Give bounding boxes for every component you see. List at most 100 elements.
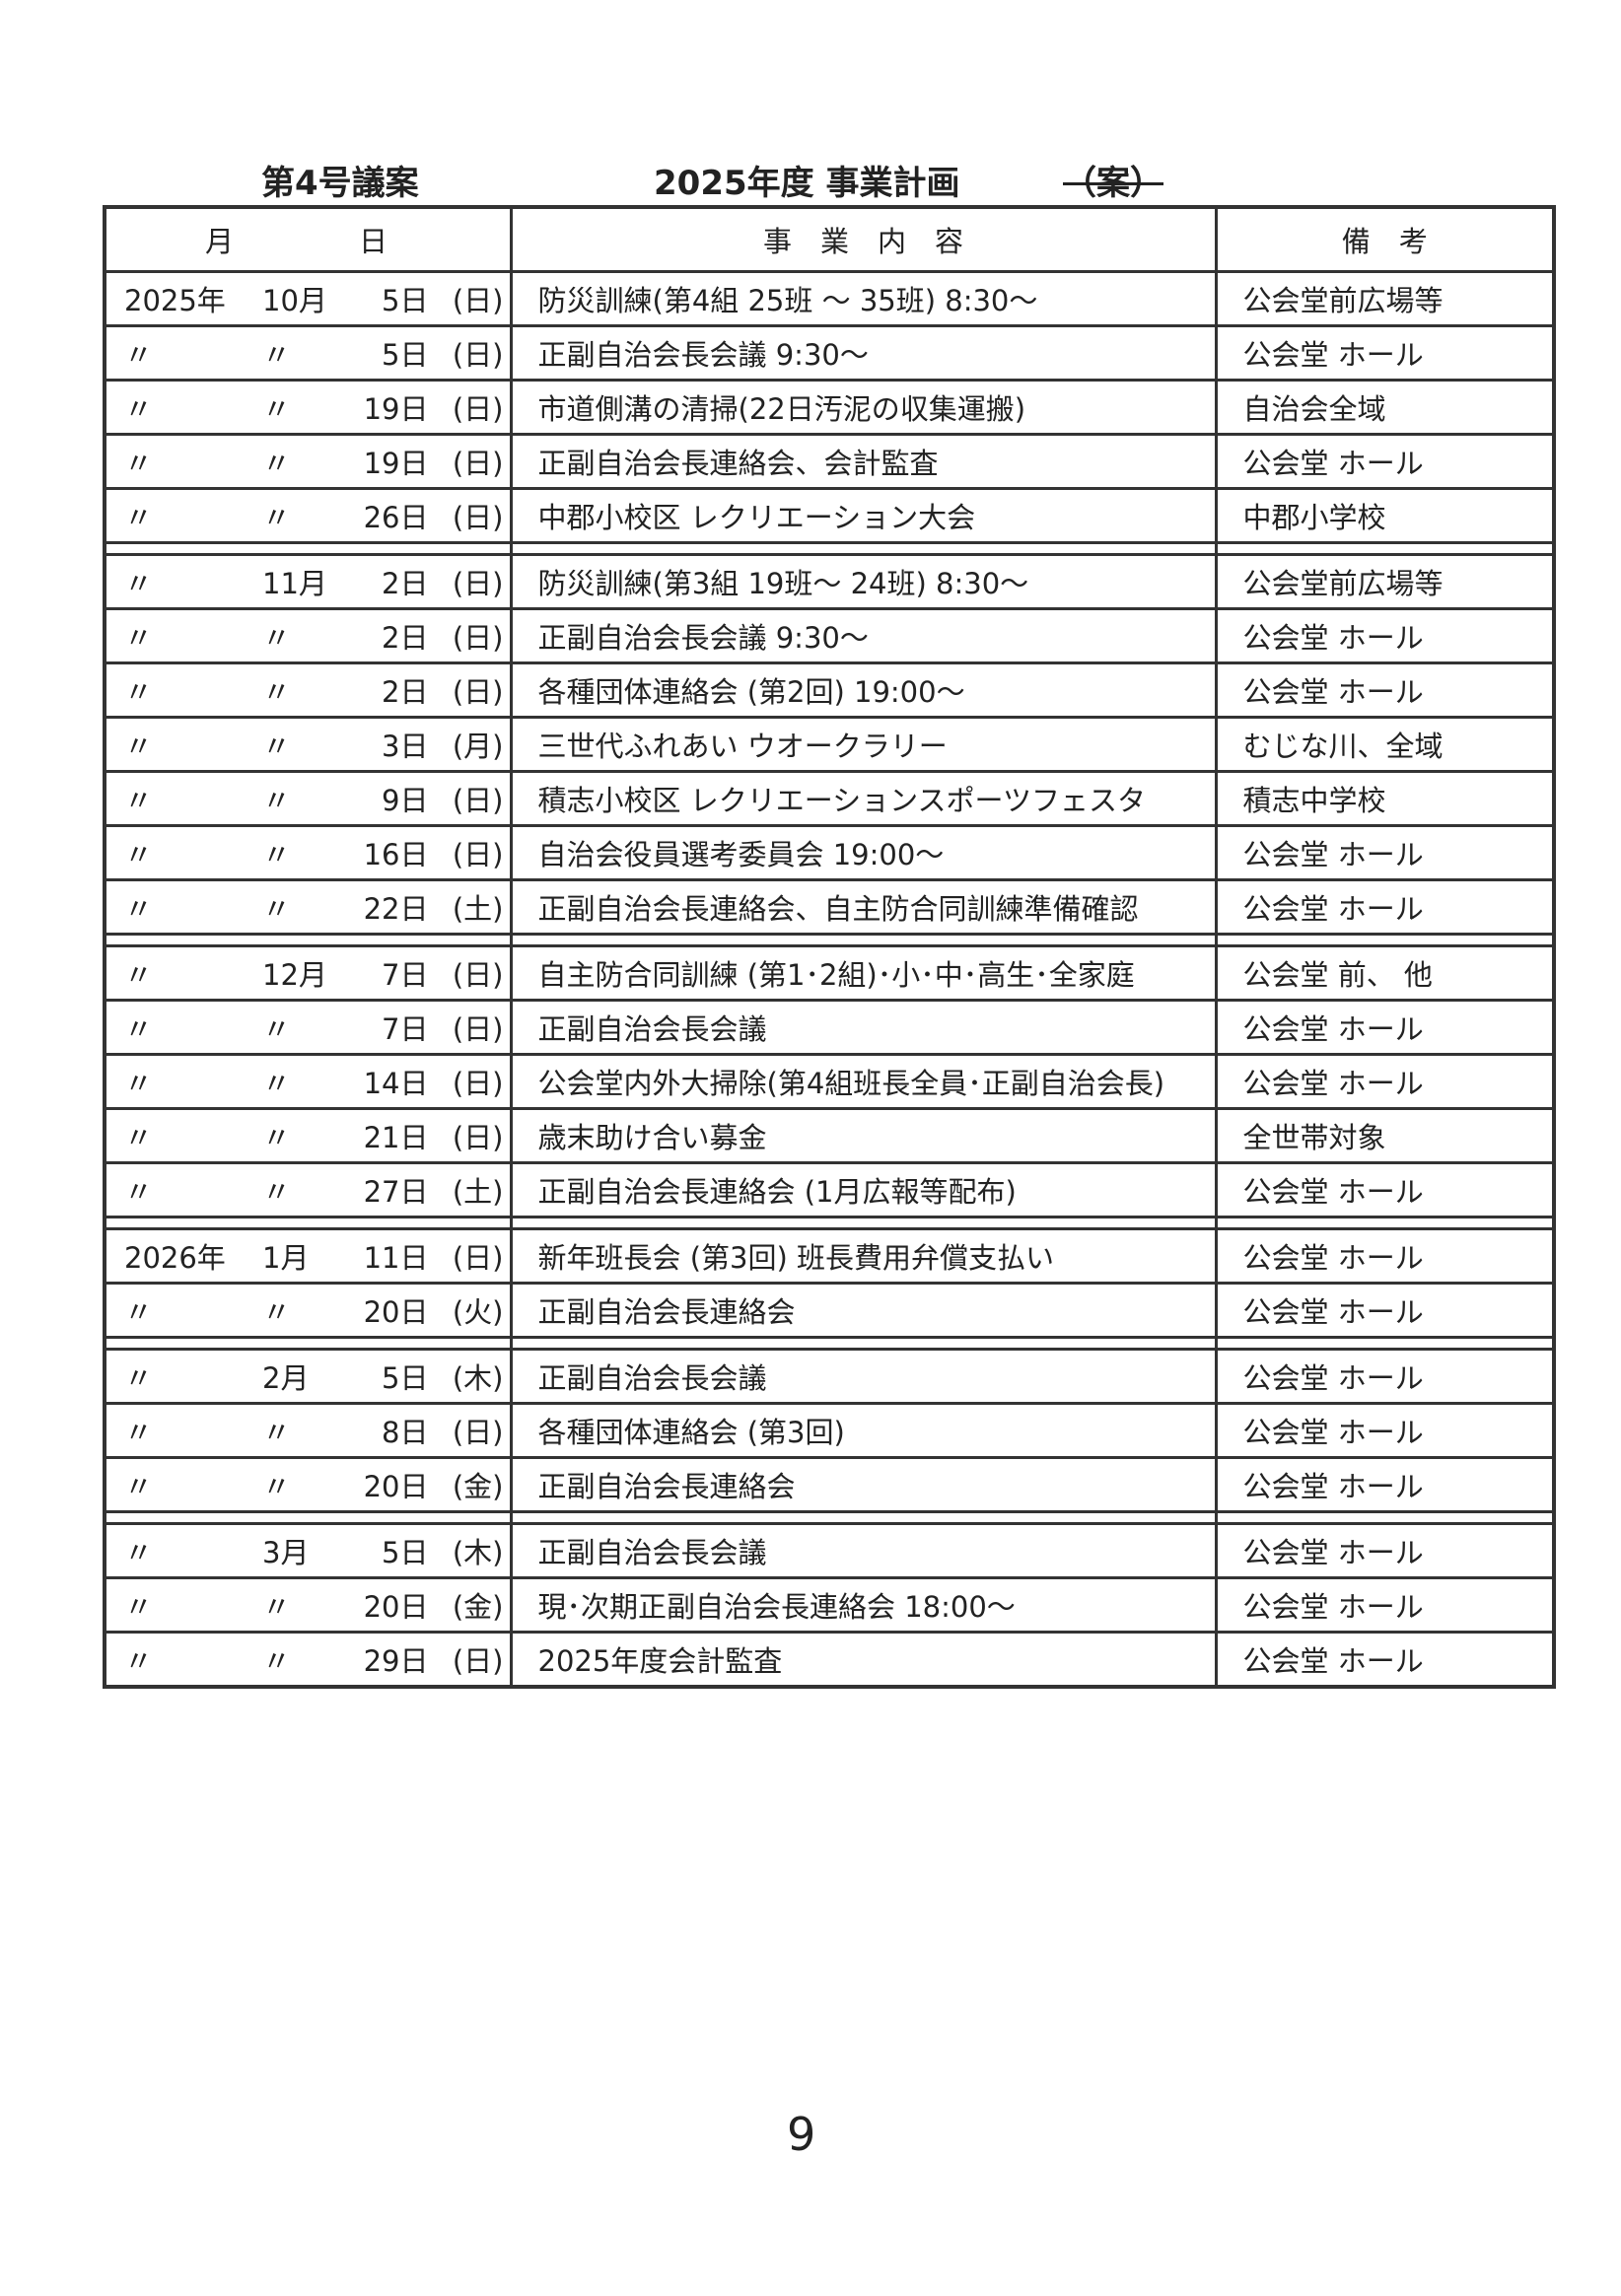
table-row: 〃 〃 19日 (日) 正副自治会長連絡会、会計監査 公会堂 ホール bbox=[103, 433, 1556, 490]
event-content: 正副自治会長会議 9:30～ bbox=[509, 607, 1218, 664]
weekday: (日) bbox=[452, 784, 504, 817]
table-row: 〃 〃 20日 (金) 正副自治会長連絡会 公会堂 ホール bbox=[103, 1456, 1556, 1513]
day: 20日 bbox=[363, 1590, 429, 1624]
event-note: 公会堂 ホール bbox=[1214, 1161, 1556, 1218]
date-cell: 〃 〃 14日 (日) bbox=[103, 1053, 513, 1110]
date-cell: 〃 〃 7日 (日) bbox=[103, 999, 513, 1056]
table-row: 〃 〃 16日 (日) 自治会役員選考委員会 19:00～ 公会堂 ホール bbox=[103, 824, 1556, 881]
table-row: 〃 〃 29日 (日) 2025年度会計監査 公会堂 ホール bbox=[103, 1631, 1556, 1689]
weekday: (火) bbox=[452, 1295, 504, 1329]
year: 〃 bbox=[124, 1012, 154, 1046]
year: 〃 bbox=[124, 1175, 154, 1209]
date-cell: 〃 〃 2日 (日) bbox=[103, 661, 513, 719]
table-row: 〃 〃 2日 (日) 各種団体連絡会 (第2回) 19:00～ 公会堂 ホール bbox=[103, 661, 1556, 719]
event-content: 正副自治会長連絡会 bbox=[509, 1282, 1218, 1339]
table-row: 〃 12月 7日 (日) 自主防合同訓練 (第1･2組)･小･中･高生･全家庭 … bbox=[103, 944, 1556, 1002]
date-cell: 〃 〃 9日 (日) bbox=[103, 770, 513, 827]
weekday: (金) bbox=[452, 1470, 504, 1503]
event-note: 積志中学校 bbox=[1214, 770, 1556, 827]
weekday: (日) bbox=[452, 284, 504, 317]
year: 〃 bbox=[124, 392, 154, 426]
table-row: 〃 〃 20日 (火) 正副自治会長連絡会 公会堂 ホール bbox=[103, 1282, 1556, 1339]
year: 〃 bbox=[124, 675, 154, 709]
year: 〃 bbox=[124, 1121, 154, 1154]
day: 26日 bbox=[363, 501, 429, 534]
month: 〃 bbox=[262, 338, 292, 372]
event-content: 防災訓練(第4組 25班 ～ 35班) 8:30～ bbox=[509, 270, 1218, 327]
divider-cell bbox=[509, 1216, 1218, 1230]
event-content: 正副自治会長連絡会、自主防合同訓練準備確認 bbox=[509, 878, 1218, 936]
weekday: (土) bbox=[452, 892, 504, 926]
date-cell: 〃 〃 20日 (金) bbox=[103, 1576, 513, 1634]
month: 〃 bbox=[262, 1012, 292, 1046]
table-row: 〃 〃 27日 (土) 正副自治会長連絡会 (1月広報等配布) 公会堂 ホール bbox=[103, 1161, 1556, 1218]
month: 11月 bbox=[262, 567, 327, 600]
table-header-row: 月 日 事 業 内 容 備 考 bbox=[103, 205, 1556, 273]
weekday: (日) bbox=[452, 392, 504, 426]
year: 〃 bbox=[124, 958, 154, 992]
table-row: 〃 〃 8日 (日) 各種団体連絡会 (第3回) 公会堂 ホール bbox=[103, 1402, 1556, 1459]
day: 21日 bbox=[363, 1121, 429, 1154]
day: 20日 bbox=[363, 1470, 429, 1503]
event-note: 公会堂 ホール bbox=[1214, 324, 1556, 382]
schedule-table: 月 日 事 業 内 容 備 考 2025年 10月 5日 (日) 防災訓練(第4… bbox=[103, 205, 1556, 1689]
month: 2月 bbox=[262, 1361, 310, 1395]
year: 〃 bbox=[124, 784, 154, 817]
date-cell: 〃 〃 3日 (月) bbox=[103, 716, 513, 773]
event-content: 中郡小校区 レクリエーション大会 bbox=[509, 487, 1218, 544]
event-note: 中郡小学校 bbox=[1214, 487, 1556, 544]
weekday: (木) bbox=[452, 1536, 504, 1569]
day: 9日 bbox=[382, 784, 429, 817]
month: 1月 bbox=[262, 1241, 310, 1275]
section-divider bbox=[103, 933, 1556, 947]
event-content: 三世代ふれあい ウオークラリー bbox=[509, 716, 1218, 773]
year: 2026年 bbox=[124, 1241, 226, 1275]
weekday: (日) bbox=[452, 1067, 504, 1100]
draft-mark-struck: （案） bbox=[1063, 164, 1163, 203]
date-cell: 〃 〃 27日 (土) bbox=[103, 1161, 513, 1218]
month: 〃 bbox=[262, 1590, 292, 1624]
event-note: 公会堂 ホール bbox=[1214, 1227, 1556, 1285]
weekday: (日) bbox=[452, 675, 504, 709]
table-row: 〃 〃 14日 (日) 公会堂内外大掃除(第4組班長全員･正副自治会長) 公会堂… bbox=[103, 1053, 1556, 1110]
event-note: 公会堂 ホール bbox=[1214, 607, 1556, 664]
month: 〃 bbox=[262, 1121, 292, 1154]
event-content: 正副自治会長会議 bbox=[509, 1348, 1218, 1405]
event-note: むじな川、全域 bbox=[1214, 716, 1556, 773]
date-cell: 〃 2月 5日 (木) bbox=[103, 1348, 513, 1405]
year: 〃 bbox=[124, 1590, 154, 1624]
year: 〃 bbox=[124, 1361, 154, 1395]
date-cell: 〃 3月 5日 (木) bbox=[103, 1522, 513, 1579]
month: 〃 bbox=[262, 838, 292, 871]
date-cell: 〃 〃 19日 (日) bbox=[103, 433, 513, 490]
table-row: 〃 11月 2日 (日) 防災訓練(第3組 19班～ 24班) 8:30～ 公会… bbox=[103, 553, 1556, 610]
event-note: 公会堂 前、 他 bbox=[1214, 944, 1556, 1002]
month: 3月 bbox=[262, 1536, 310, 1569]
weekday: (日) bbox=[452, 1416, 504, 1449]
month: 〃 bbox=[262, 1470, 292, 1503]
divider-cell bbox=[509, 933, 1218, 947]
event-note: 公会堂 ホール bbox=[1214, 1348, 1556, 1405]
event-note: 公会堂 ホール bbox=[1214, 1402, 1556, 1459]
date-cell: 〃 〃 20日 (金) bbox=[103, 1456, 513, 1513]
year: 〃 bbox=[124, 892, 154, 926]
event-content: 積志小校区 レクリエーションスポーツフェスタ bbox=[509, 770, 1218, 827]
year: 〃 bbox=[124, 567, 154, 600]
day: 2日 bbox=[382, 675, 429, 709]
weekday: (日) bbox=[452, 447, 504, 480]
divider-cell bbox=[103, 1336, 513, 1351]
event-content: 公会堂内外大掃除(第4組班長全員･正副自治会長) bbox=[509, 1053, 1218, 1110]
divider-cell bbox=[509, 1510, 1218, 1525]
divider-cell bbox=[1214, 541, 1556, 556]
weekday: (土) bbox=[452, 1175, 504, 1209]
event-content: 正副自治会長連絡会 (1月広報等配布) bbox=[509, 1161, 1218, 1218]
month: 〃 bbox=[262, 1644, 292, 1678]
weekday: (日) bbox=[452, 958, 504, 992]
weekday: (日) bbox=[452, 1012, 504, 1046]
event-note: 公会堂 ホール bbox=[1214, 1522, 1556, 1579]
month: 〃 bbox=[262, 447, 292, 480]
day: 11日 bbox=[363, 1241, 429, 1275]
date-cell: 〃 〃 19日 (日) bbox=[103, 379, 513, 436]
weekday: (日) bbox=[452, 838, 504, 871]
weekday: (金) bbox=[452, 1590, 504, 1624]
